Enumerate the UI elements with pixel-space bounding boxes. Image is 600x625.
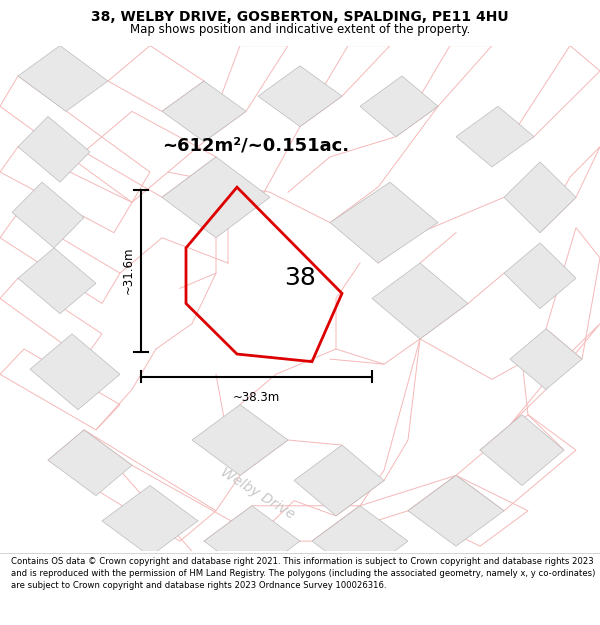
Polygon shape [504,162,576,232]
Polygon shape [18,46,108,111]
Text: 38: 38 [284,266,316,290]
Polygon shape [456,106,534,167]
Text: 38, WELBY DRIVE, GOSBERTON, SPALDING, PE11 4HU: 38, WELBY DRIVE, GOSBERTON, SPALDING, PE… [91,10,509,24]
Polygon shape [372,263,468,339]
Polygon shape [18,248,96,314]
Polygon shape [294,445,384,516]
Polygon shape [312,506,408,576]
Polygon shape [12,182,84,248]
Polygon shape [192,404,288,476]
Text: ~38.3m: ~38.3m [233,391,280,404]
Polygon shape [360,76,438,137]
Text: Contains OS data © Crown copyright and database right 2021. This information is : Contains OS data © Crown copyright and d… [11,557,595,590]
Text: Map shows position and indicative extent of the property.: Map shows position and indicative extent… [130,22,470,36]
Polygon shape [18,116,90,182]
Polygon shape [30,334,120,409]
Polygon shape [102,486,198,556]
Text: Welby Drive: Welby Drive [218,465,298,521]
Polygon shape [204,506,300,576]
Text: ~31.6m: ~31.6m [121,247,134,294]
Polygon shape [408,476,504,546]
Polygon shape [480,415,564,486]
Polygon shape [258,66,342,126]
Polygon shape [504,243,576,309]
Polygon shape [48,430,132,496]
Polygon shape [510,329,582,389]
Polygon shape [162,157,270,238]
Polygon shape [162,81,246,142]
Text: ~612m²/~0.151ac.: ~612m²/~0.151ac. [162,137,349,154]
Polygon shape [330,182,438,263]
